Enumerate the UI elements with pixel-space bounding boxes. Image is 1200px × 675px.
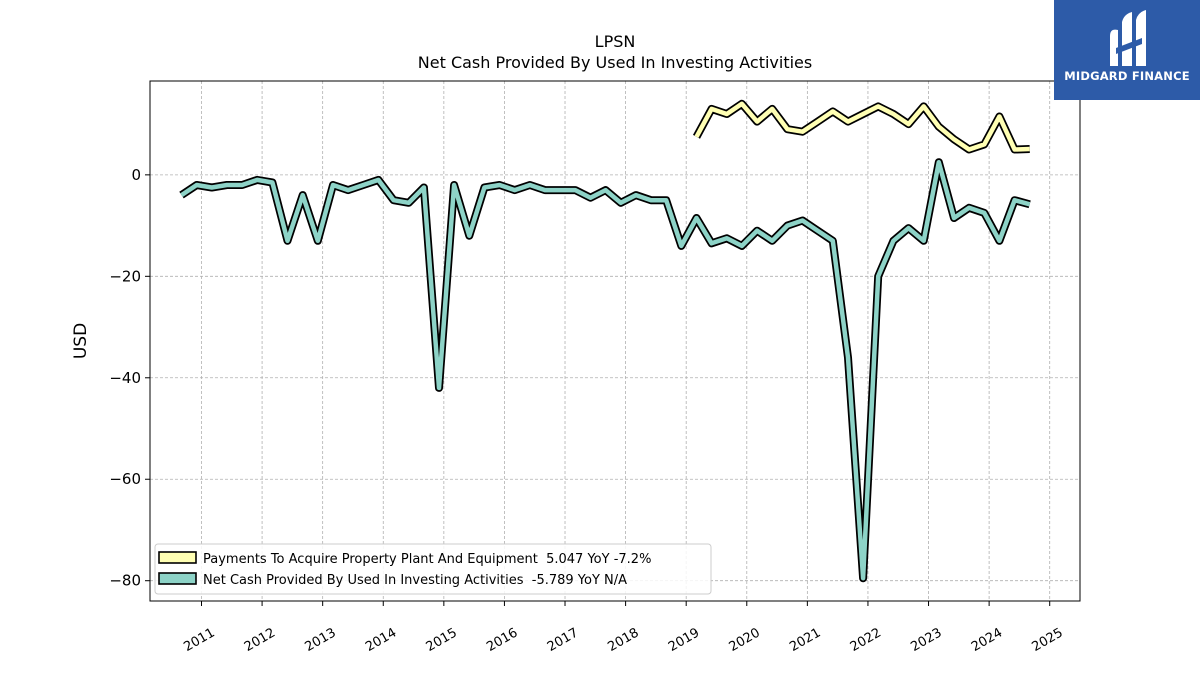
x-tick-label: 2015 [424, 625, 460, 655]
x-tick-label: 2022 [848, 625, 884, 655]
x-tick-label: 2016 [484, 625, 520, 655]
x-tick-label: 2019 [666, 625, 702, 655]
chart-title: LPSN [595, 32, 636, 51]
y-tick-label: −20 [109, 267, 141, 285]
x-tick-label: 2012 [242, 625, 278, 655]
chart-subtitle: Net Cash Provided By Used In Investing A… [418, 53, 812, 72]
legend-label-capex: Payments To Acquire Property Plant And E… [203, 552, 651, 567]
x-tick-label: 2011 [181, 625, 217, 655]
series-outline-1 [179, 158, 1031, 583]
y-tick-label: −80 [109, 572, 141, 590]
brand-logo: MIDGARD FINANCE [1054, 0, 1200, 100]
x-tick-label: 2018 [605, 625, 641, 655]
series-line-0 [694, 101, 1030, 152]
x-tick-label: 2023 [908, 625, 944, 655]
x-tick-label: 2021 [787, 625, 823, 655]
legend-label-investing: Net Cash Provided By Used In Investing A… [203, 573, 627, 588]
x-tick-label: 2013 [303, 625, 339, 655]
legend-frame [154, 543, 712, 595]
x-tick-label: 2014 [363, 625, 399, 655]
y-tick-label: −40 [109, 369, 141, 387]
legend: Payments To Acquire Property Plant And E… [154, 543, 712, 595]
y-tick-label: −60 [109, 470, 141, 488]
logo-text: MIDGARD FINANCE [1064, 69, 1190, 83]
legend-swatch-capex [158, 551, 197, 564]
x-tick-label: 2024 [969, 625, 1005, 655]
logo-mark-icon [1110, 10, 1146, 67]
series-line-1 [180, 159, 1031, 581]
x-tick-label: 2017 [545, 625, 581, 655]
x-tick-label: 2020 [727, 625, 763, 655]
y-axis-label: USD [71, 323, 91, 359]
y-tick-label: 0 [131, 166, 141, 184]
legend-swatch-investing [158, 572, 197, 585]
plot-frame [149, 80, 1081, 602]
series-layer [179, 99, 1031, 583]
x-tick-label: 2025 [1030, 625, 1066, 655]
